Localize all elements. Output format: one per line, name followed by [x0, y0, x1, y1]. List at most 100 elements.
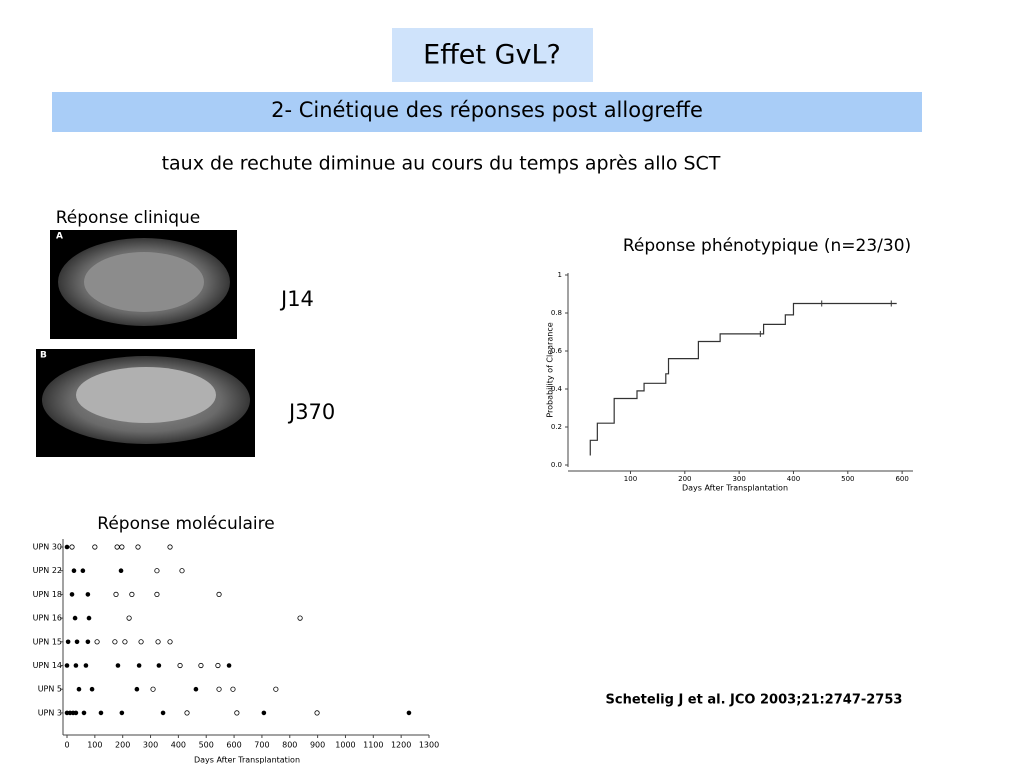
open-dot — [154, 568, 160, 574]
open-dot — [179, 568, 185, 574]
open-dot — [112, 639, 118, 645]
open-dot — [167, 639, 173, 645]
filled-dot — [136, 663, 142, 668]
title: Effet GvL? — [423, 40, 561, 71]
filled-dot — [160, 710, 166, 716]
open-dot — [216, 686, 222, 692]
open-dot — [129, 591, 135, 598]
row-label: UPN 15 — [33, 637, 62, 646]
ct-image-a: A — [50, 230, 237, 339]
filled-dot — [69, 592, 75, 597]
x-tick-label: 100 — [87, 741, 102, 750]
row-label: UPN 18 — [33, 590, 62, 599]
filled-dot — [80, 568, 86, 573]
filled-dot — [406, 710, 412, 716]
x-tick-label: 600 — [226, 741, 241, 750]
filled-dot — [81, 710, 87, 716]
filled-dot — [64, 663, 70, 668]
x-axis-label: Days After Transplantation — [682, 484, 788, 493]
x-axis-label: Days After Transplantation — [194, 756, 300, 765]
open-dot — [273, 686, 279, 692]
x-tick-label: 400 — [787, 475, 800, 483]
y-tick-label: 0.8 — [551, 309, 562, 317]
day-label: J370 — [287, 400, 335, 424]
open-dot — [177, 662, 183, 669]
chart-title: Réponse phénotypique (n=23/30) — [623, 236, 911, 256]
x-tick-label: 500 — [841, 475, 854, 483]
x-tick-label: 200 — [678, 475, 691, 483]
open-dot — [126, 615, 132, 621]
y-tick-label: 0.0 — [551, 461, 562, 469]
filled-dot — [119, 710, 125, 716]
open-dot — [297, 615, 303, 621]
filled-dot — [115, 663, 121, 668]
x-tick-label: 800 — [282, 741, 297, 750]
row-label: UPN 5 — [38, 685, 62, 694]
filled-dot — [85, 592, 91, 597]
row-label: UPN 22 — [33, 566, 62, 575]
filled-dot — [76, 686, 82, 692]
open-dot — [216, 591, 222, 598]
filled-dot — [71, 568, 77, 573]
x-tick-label: 700 — [254, 741, 269, 750]
open-dot — [69, 544, 75, 550]
x-tick-label: 1200 — [391, 741, 411, 750]
subtitle: 2- Cinétique des réponses post allogreff… — [271, 98, 703, 122]
y-axis-label: Probability of Clearance — [546, 322, 555, 417]
open-dot — [122, 639, 128, 645]
chart-title: Réponse moléculaire — [97, 514, 274, 534]
y-tick-label: 0.2 — [551, 423, 562, 431]
open-dot — [215, 662, 221, 669]
filled-dot — [85, 639, 91, 645]
filled-dot — [83, 663, 89, 668]
subtitle-bar — [52, 92, 922, 132]
filled-dot — [86, 615, 92, 621]
image-letter: A — [56, 232, 63, 242]
x-tick-label: 1300 — [419, 741, 439, 750]
open-dot — [154, 591, 160, 598]
y-tick-label: 0.4 — [551, 385, 563, 393]
row-label: UPN 3 — [38, 708, 62, 717]
filled-dot — [118, 568, 124, 573]
bullet: taux de rechute diminue au cours du temp… — [162, 153, 721, 175]
citation: Schetelig J et al. JCO 2003;21:2747-2753 — [606, 693, 903, 708]
x-tick-label: 1000 — [335, 741, 355, 750]
row-label: UPN 30 — [33, 543, 62, 552]
filled-dot — [72, 615, 78, 621]
open-dot — [92, 544, 98, 550]
x-tick-label: 500 — [199, 741, 214, 750]
x-tick-label: 300 — [143, 741, 158, 750]
open-dot — [234, 710, 240, 716]
row-label: UPN 14 — [33, 661, 62, 670]
clinical-label: Réponse clinique — [56, 208, 201, 228]
open-dot — [114, 544, 120, 550]
x-tick-label: 200 — [115, 741, 130, 750]
day-label: J14 — [279, 287, 314, 311]
open-dot — [230, 686, 236, 692]
open-dot — [94, 639, 100, 645]
title-box — [392, 28, 593, 82]
open-dot — [138, 639, 144, 645]
x-tick-label: 100 — [624, 475, 637, 483]
filled-dot — [64, 544, 70, 550]
open-dot — [198, 662, 204, 669]
x-tick-label: 300 — [732, 475, 745, 483]
x-tick-label: 1100 — [363, 741, 383, 750]
image-letter: B — [40, 351, 47, 361]
y-tick-label: 1 — [558, 271, 562, 279]
filled-dot — [89, 686, 95, 692]
open-dot — [119, 544, 125, 550]
open-dot — [150, 686, 156, 692]
filled-dot — [73, 710, 79, 716]
filled-dot — [73, 663, 79, 668]
open-dot — [167, 544, 173, 550]
x-tick-label: 0 — [64, 741, 69, 750]
filled-dot — [65, 639, 71, 645]
filled-dot — [156, 663, 162, 668]
ct-image-b: B — [36, 349, 255, 457]
filled-dot — [98, 710, 104, 716]
filled-dot — [261, 710, 267, 716]
y-tick-label: 0.6 — [551, 347, 563, 355]
x-tick-label: 400 — [171, 741, 186, 750]
step-line — [589, 302, 897, 456]
